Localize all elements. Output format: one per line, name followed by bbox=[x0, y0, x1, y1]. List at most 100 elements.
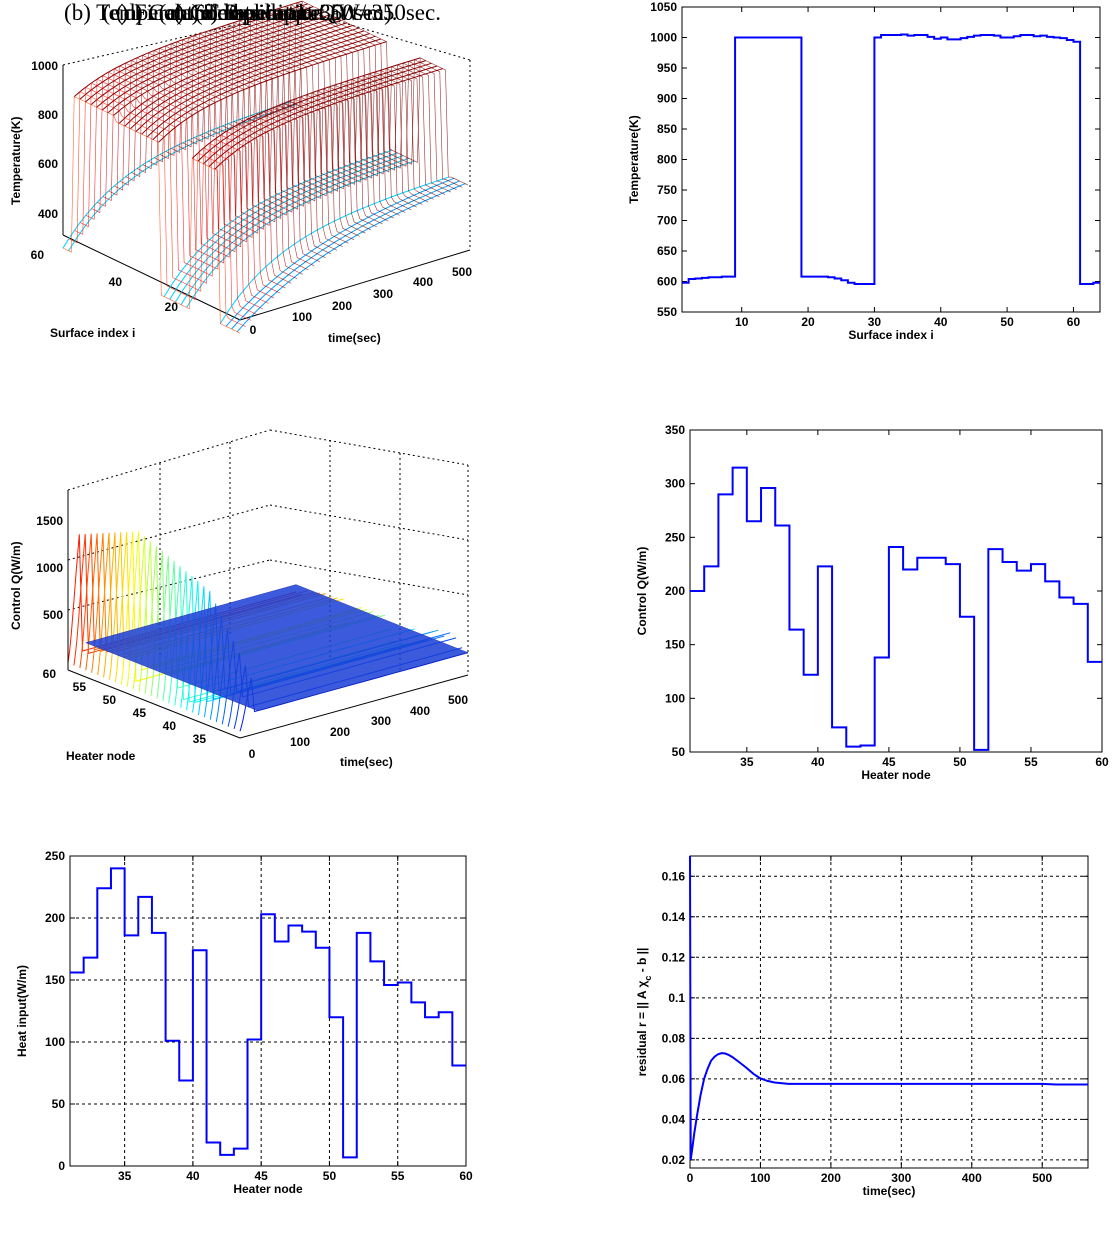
x-tick-label: 100 bbox=[750, 1171, 770, 1185]
x-tick-label: 35 bbox=[118, 1169, 132, 1183]
chart-a-xtick: 100 bbox=[292, 310, 312, 324]
y-tick-label: 50 bbox=[672, 745, 686, 759]
x-tick-label: 50 bbox=[1000, 315, 1014, 329]
surface-line bbox=[273, 6, 452, 193]
chart-a-ztick: 1000 bbox=[31, 59, 58, 73]
x-axis-label: Heater node bbox=[861, 768, 931, 782]
surface-line bbox=[250, 13, 429, 203]
caption-b: (b) Temperature distribution at t=350sec… bbox=[64, 0, 441, 25]
surface-line bbox=[91, 75, 269, 304]
y-tick-label: 0.08 bbox=[662, 1031, 686, 1045]
x-tick-label: 500 bbox=[1032, 1171, 1052, 1185]
x-tick-label: 400 bbox=[962, 1171, 982, 1185]
chart-c-ytick: 45 bbox=[133, 706, 147, 720]
chart-c-surface bbox=[67, 531, 469, 732]
chart-c-xlabel: time(sec) bbox=[340, 755, 393, 769]
chart-c-xtick: 100 bbox=[290, 735, 310, 749]
y-tick-label: 250 bbox=[665, 530, 685, 544]
surface-line bbox=[102, 68, 281, 294]
chart-a-zticks: 1000 800 600 400 bbox=[31, 59, 58, 221]
chart-a: 1000 800 600 400 60 40 20 0 100 200 300 … bbox=[9, 0, 472, 345]
surface-line bbox=[68, 91, 246, 327]
y-tick-label: 0 bbox=[58, 1159, 65, 1173]
chart-a-ztick: 600 bbox=[38, 157, 58, 171]
surface-line bbox=[142, 50, 320, 262]
chart-a-box bbox=[62, 65, 471, 321]
y-tick-label: 600 bbox=[657, 275, 677, 289]
surface-line bbox=[119, 59, 298, 279]
y-tick-label: 900 bbox=[657, 92, 677, 106]
surface-line bbox=[239, 16, 417, 208]
y-tick-label: 550 bbox=[657, 305, 677, 319]
y-tick-label: 0.02 bbox=[662, 1153, 686, 1167]
x-tick-label: 55 bbox=[1024, 755, 1038, 769]
y-tick-label: 150 bbox=[665, 638, 685, 652]
series-line bbox=[70, 867, 466, 1159]
y-tick-label: 0.1 bbox=[668, 991, 685, 1005]
x-tick-label: 300 bbox=[891, 1171, 911, 1185]
surface-line bbox=[62, 96, 241, 334]
y-tick-label: 150 bbox=[45, 973, 65, 987]
y-axis-label: Heat input(W/m) bbox=[15, 965, 29, 1057]
chart-a-xtick: 500 bbox=[452, 265, 472, 279]
y-tick-label: 750 bbox=[657, 183, 677, 197]
y-tick-label: 0.16 bbox=[662, 869, 686, 883]
y-tick-label: 200 bbox=[665, 584, 685, 598]
x-tick-label: 35 bbox=[740, 755, 754, 769]
chart-c-xticks: 0 100 200 300 400 500 bbox=[249, 693, 469, 761]
surface-line bbox=[256, 11, 434, 200]
surface-line bbox=[182, 35, 360, 237]
chart-a-xtick: 0 bbox=[250, 323, 257, 337]
y-tick-label: 850 bbox=[657, 122, 677, 136]
surface-line bbox=[262, 9, 440, 198]
surface-plateau bbox=[85, 584, 469, 711]
surface-line bbox=[85, 78, 263, 310]
surface-line bbox=[180, 157, 410, 305]
surface-line bbox=[193, 31, 372, 231]
surface-line bbox=[154, 45, 332, 255]
series-line bbox=[690, 466, 1102, 751]
surface-line bbox=[125, 57, 303, 275]
y-tick-label: 250 bbox=[45, 849, 65, 863]
chart-c: 1500 1000 500 60 55 50 45 40 35 0 100 20… bbox=[9, 429, 469, 769]
surface-line bbox=[222, 22, 400, 216]
x-axis-label: Surface index i bbox=[848, 328, 933, 342]
chart-a-box-back bbox=[62, 9, 471, 250]
chart-c-ylabel: Heater node bbox=[66, 749, 136, 763]
chart-c-xtick: 500 bbox=[448, 693, 468, 707]
surface-line bbox=[186, 160, 415, 308]
chart-c-ztick: 1500 bbox=[36, 514, 63, 528]
surface-line bbox=[279, 4, 457, 190]
surface-line bbox=[233, 18, 412, 211]
x-tick-label: 50 bbox=[323, 1169, 337, 1183]
chart-a-ytick: 60 bbox=[31, 248, 45, 262]
y-tick-label: 800 bbox=[657, 153, 677, 167]
plot-frame bbox=[689, 429, 1103, 753]
surface-line bbox=[165, 41, 343, 247]
chart-a-xtick: 400 bbox=[413, 275, 433, 289]
caption-c: (c) Control input Q. bbox=[158, 0, 342, 25]
x-tick-label: 200 bbox=[821, 1171, 841, 1185]
chart-c-ytick: 55 bbox=[73, 680, 87, 694]
x-tick-label: 0 bbox=[687, 1171, 694, 1185]
chart-a-ztick: 400 bbox=[38, 207, 58, 221]
chart-a-yticks: 60 40 20 bbox=[31, 248, 179, 314]
x-tick-label: 10 bbox=[735, 315, 749, 329]
x-tick-label: 60 bbox=[459, 1169, 473, 1183]
x-tick-label: 60 bbox=[1095, 755, 1109, 769]
caption-a: (a) Temperature. bbox=[173, 0, 327, 25]
plot-frame bbox=[681, 6, 1101, 313]
chart-c-ytick: 50 bbox=[103, 693, 117, 707]
chart-c-ytick: 60 bbox=[43, 667, 57, 681]
surface-line bbox=[285, 2, 463, 188]
y-tick-label: 700 bbox=[657, 214, 677, 228]
chart-c-ytick: 35 bbox=[193, 732, 207, 746]
y-tick-label: 200 bbox=[45, 911, 65, 925]
surface-line bbox=[97, 71, 275, 299]
chart-c-ytick: 40 bbox=[163, 719, 177, 733]
surface-line bbox=[245, 14, 423, 205]
y-tick-label: 100 bbox=[45, 1035, 65, 1049]
chart-a-zlabel: Temperature(K) bbox=[9, 117, 23, 205]
chart-c-xtick: 400 bbox=[410, 704, 430, 718]
chart-d: 35 40 45 50 55 60 50 100 150 200 250 300 350 Heater n… bbox=[635, 423, 1109, 782]
